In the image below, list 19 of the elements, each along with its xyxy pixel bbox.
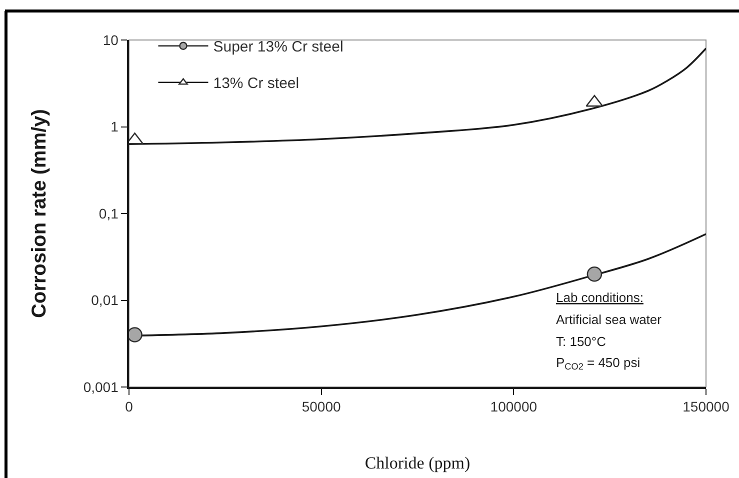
x-tick-label: 0 (125, 398, 134, 415)
point (586, 266, 602, 282)
y-axis-title: Corrosion rate (mm/y) (28, 109, 50, 318)
x-tick-label: 100000 (490, 398, 538, 415)
point (129, 327, 142, 342)
y-tick-label: 0,001 (83, 378, 119, 395)
x-tick-label: 150000 (682, 398, 730, 415)
legend-label: 13% Cr steel (213, 75, 300, 92)
y-tick-label: 10 (102, 32, 119, 48)
x-tick-label: 50000 (302, 398, 342, 415)
x-axis-title: Chloride (ppm) (364, 454, 470, 472)
annotation: Lab conditions: (556, 290, 644, 305)
y-tick-label: 0,1 (98, 205, 119, 222)
annotation: Artificial sea water (556, 312, 662, 327)
y-tick-label: 1 (110, 118, 119, 135)
annotation: T: 150°C (556, 334, 606, 349)
annotation: P$_{CO2}$ = 450 psi (556, 355, 640, 372)
legend-label: Super 13% Cr steel (213, 38, 344, 56)
y-tick-label: 0,01 (91, 292, 119, 308)
